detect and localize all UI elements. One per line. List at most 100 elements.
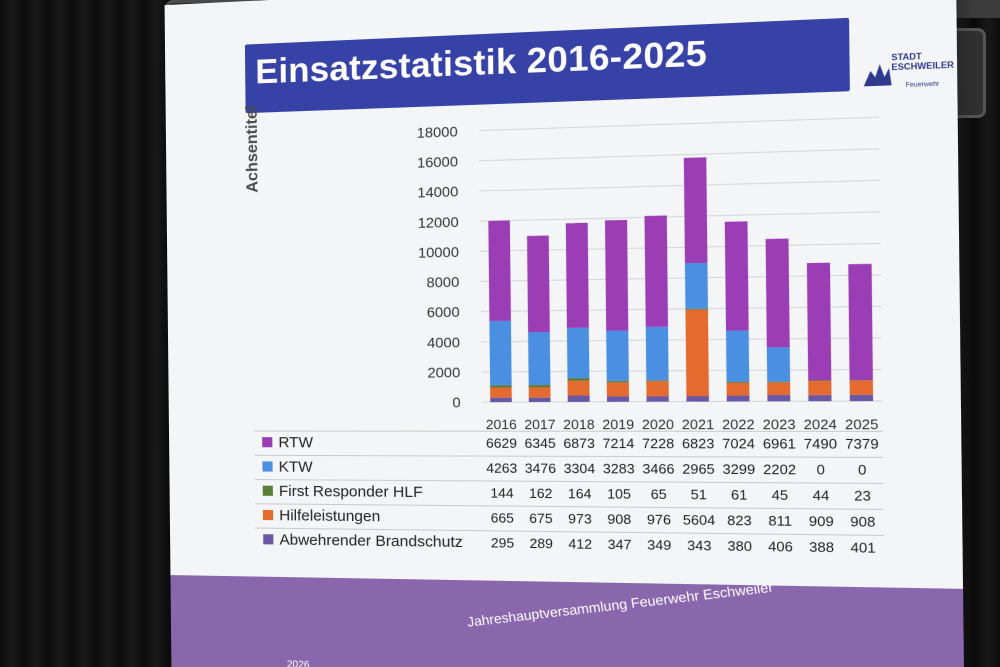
table-cell: 7024: [722, 436, 755, 452]
y-tick-label: 6000: [427, 304, 460, 321]
table-cell: 5604: [683, 512, 715, 528]
table-cell: 3299: [723, 461, 756, 477]
table-cell: 2202: [763, 461, 796, 477]
table-cell: 412: [568, 536, 592, 552]
table-cell: 3304: [564, 460, 596, 476]
table-cell: 3466: [642, 461, 674, 477]
bar-segment: [808, 395, 831, 401]
projector-screen: Einsatzstatistik 2016-2025 STADT ESCHWEI…: [165, 0, 965, 667]
bar-segment: [807, 263, 831, 381]
bar-segment: [607, 381, 629, 383]
bar-segment: [767, 382, 790, 395]
bar-segment: [646, 327, 669, 381]
bar-segment: [808, 381, 831, 395]
x-tick-label: 2016: [486, 417, 517, 433]
bar-segment: [529, 398, 551, 402]
table-cell: 61: [731, 487, 747, 503]
bar-segment: [527, 236, 550, 333]
x-tick-label: 2017: [524, 417, 555, 433]
bar-segment: [605, 220, 628, 331]
table-cell: 343: [687, 537, 711, 553]
table-cell: 4263: [486, 460, 517, 476]
bar-segment: [529, 387, 551, 397]
table-cell: 0: [816, 461, 824, 477]
y-tick-label: 2000: [427, 364, 460, 381]
table-cell: 45: [772, 487, 789, 503]
bar-segment: [767, 347, 790, 381]
logo-text-stadt: STADT ESCHWEILER: [891, 51, 940, 73]
bar-segment: [685, 263, 708, 309]
title-bar: Einsatzstatistik 2016-2025: [245, 18, 850, 113]
table-cell: 51: [691, 486, 707, 502]
x-tick-label: 2023: [763, 416, 796, 432]
bar-segment: [490, 398, 512, 403]
bar-segment: [646, 381, 668, 396]
legend-label: KTW: [279, 458, 314, 475]
bar-segment: [727, 382, 750, 383]
bar-segment: [566, 223, 589, 328]
table-cell: 973: [568, 511, 592, 527]
bar-segment: [727, 383, 750, 396]
legend-label: RTW: [278, 434, 314, 451]
table-cell: 7490: [804, 436, 837, 452]
bar-segment: [607, 396, 629, 401]
bar-segment: [490, 388, 512, 398]
table-cell: 144: [490, 485, 513, 501]
table-cell: 6629: [486, 435, 517, 451]
slide-title: Einsatzstatistik 2016-2025: [255, 34, 707, 93]
table-cell: 6345: [524, 435, 555, 451]
y-tick-label: 14000: [417, 183, 458, 201]
bar-segment: [529, 385, 551, 388]
bar-segment: [567, 328, 589, 379]
logo-text-feuerwehr: Feuerwehr: [906, 81, 946, 89]
y-tick-label: 16000: [417, 153, 458, 171]
bar-segment: [488, 220, 511, 321]
table-cell: 289: [529, 535, 553, 551]
bar-segment: [848, 264, 873, 380]
bar-segment: [646, 380, 668, 381]
x-tick-label: 2018: [563, 416, 595, 432]
legend-swatch: [262, 437, 272, 447]
stacked-bar-chart: 0 2000 4000 6000 8000 10000 12000 14000 16000 180…: [251, 96, 922, 564]
x-tick-label: 2020: [642, 416, 674, 432]
table-cell: 164: [568, 486, 592, 502]
x-tick-label: 2025: [845, 416, 879, 432]
y-tick-label: 0: [452, 394, 461, 411]
table-cell: 6873: [563, 435, 595, 451]
bar-segment: [727, 396, 750, 402]
table-cell: 976: [647, 511, 671, 527]
table-cell: 909: [809, 513, 834, 529]
table-cell: 908: [607, 511, 631, 527]
table-row-divider: [254, 455, 883, 457]
legend-swatch: [263, 534, 273, 544]
table-cell: 0: [858, 462, 867, 478]
table-cell: 6961: [763, 436, 796, 452]
bar-segment: [489, 321, 511, 386]
table-cell: 349: [647, 537, 671, 553]
bar-segment: [490, 385, 512, 387]
table-cell: 23: [854, 488, 871, 504]
y-tick-label: 4000: [427, 334, 460, 351]
y-tick-label: 8000: [426, 273, 459, 290]
bar-segment: [767, 395, 790, 401]
y-tick-label: 12000: [418, 213, 459, 231]
table-cell: 105: [607, 486, 631, 502]
table-cell: 2965: [682, 461, 714, 477]
table-cell: 162: [529, 485, 553, 501]
y-tick-label: 10000: [418, 243, 459, 260]
table-cell: 7228: [642, 435, 674, 451]
table-cell: 347: [608, 536, 632, 552]
legend-swatch: [263, 486, 273, 496]
bar-segment: [808, 380, 831, 381]
table-cell: 7214: [603, 435, 635, 451]
bar-segment: [528, 332, 550, 385]
bar-segment: [850, 380, 873, 394]
x-tick-label: 2019: [602, 416, 634, 432]
table-cell: 6823: [682, 435, 714, 451]
bar-segment: [567, 381, 589, 396]
table-cell: 7379: [845, 436, 879, 452]
x-tick-label: 2024: [804, 416, 837, 432]
bar-segment: [850, 395, 873, 401]
legend-label: Abwehrender Brandschutz: [279, 531, 463, 551]
footer-date: 2026: [287, 659, 310, 667]
